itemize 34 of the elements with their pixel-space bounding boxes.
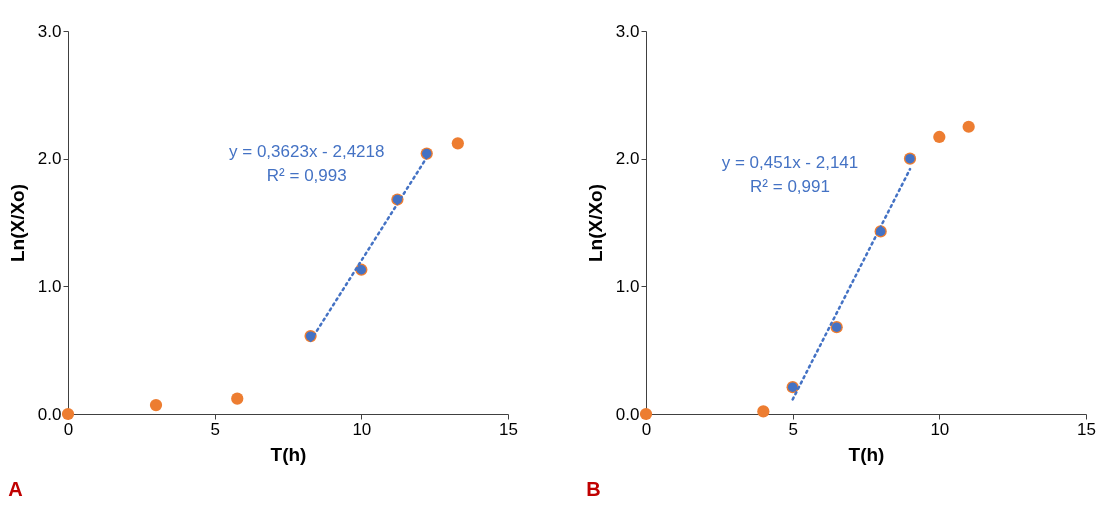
y-axis-title: Ln(X/Xo) xyxy=(584,183,606,263)
y-tick-label: 0.0 xyxy=(615,404,640,424)
annotation: y = 0,3623x - 2,4218 xyxy=(229,141,385,161)
x-tick-label: 10 xyxy=(930,419,950,439)
x-tick-label: 5 xyxy=(788,419,798,439)
x-axis-title: T(h) xyxy=(848,443,885,465)
annotation: R² = 0,993 xyxy=(266,165,347,185)
y-tick-label: 0.0 xyxy=(37,404,62,424)
point xyxy=(231,392,244,405)
text: B xyxy=(586,478,601,500)
annotation: y = 0,451x - 2,141 xyxy=(721,153,859,173)
x-tick-label: 10 xyxy=(352,419,372,439)
x-tick-label: 15 xyxy=(499,419,518,439)
y-tick-label: 2.0 xyxy=(37,149,62,169)
y-tick-label: 2.0 xyxy=(615,149,640,169)
x-axis-title: T(h) xyxy=(270,443,307,465)
y-tick-label: 3.0 xyxy=(615,21,640,41)
point xyxy=(639,407,653,421)
x-tick-label: 0 xyxy=(641,419,652,439)
y-axis-title: Ln(X/Xo) xyxy=(6,183,28,263)
point xyxy=(149,398,163,412)
y-tick-label: 3.0 xyxy=(37,21,62,41)
x-tick-label: 15 xyxy=(1077,419,1096,439)
x-tick-label: 5 xyxy=(210,419,220,439)
y-tick-label: 1.0 xyxy=(37,276,62,296)
point xyxy=(757,405,770,418)
annotation: R² = 0,991 xyxy=(750,177,830,197)
point xyxy=(933,130,946,144)
point xyxy=(61,407,75,421)
x-tick-label: 0 xyxy=(63,419,74,439)
y-tick-label: 1.0 xyxy=(615,276,640,296)
text: A xyxy=(8,478,23,500)
point xyxy=(962,120,975,133)
point xyxy=(451,137,464,150)
